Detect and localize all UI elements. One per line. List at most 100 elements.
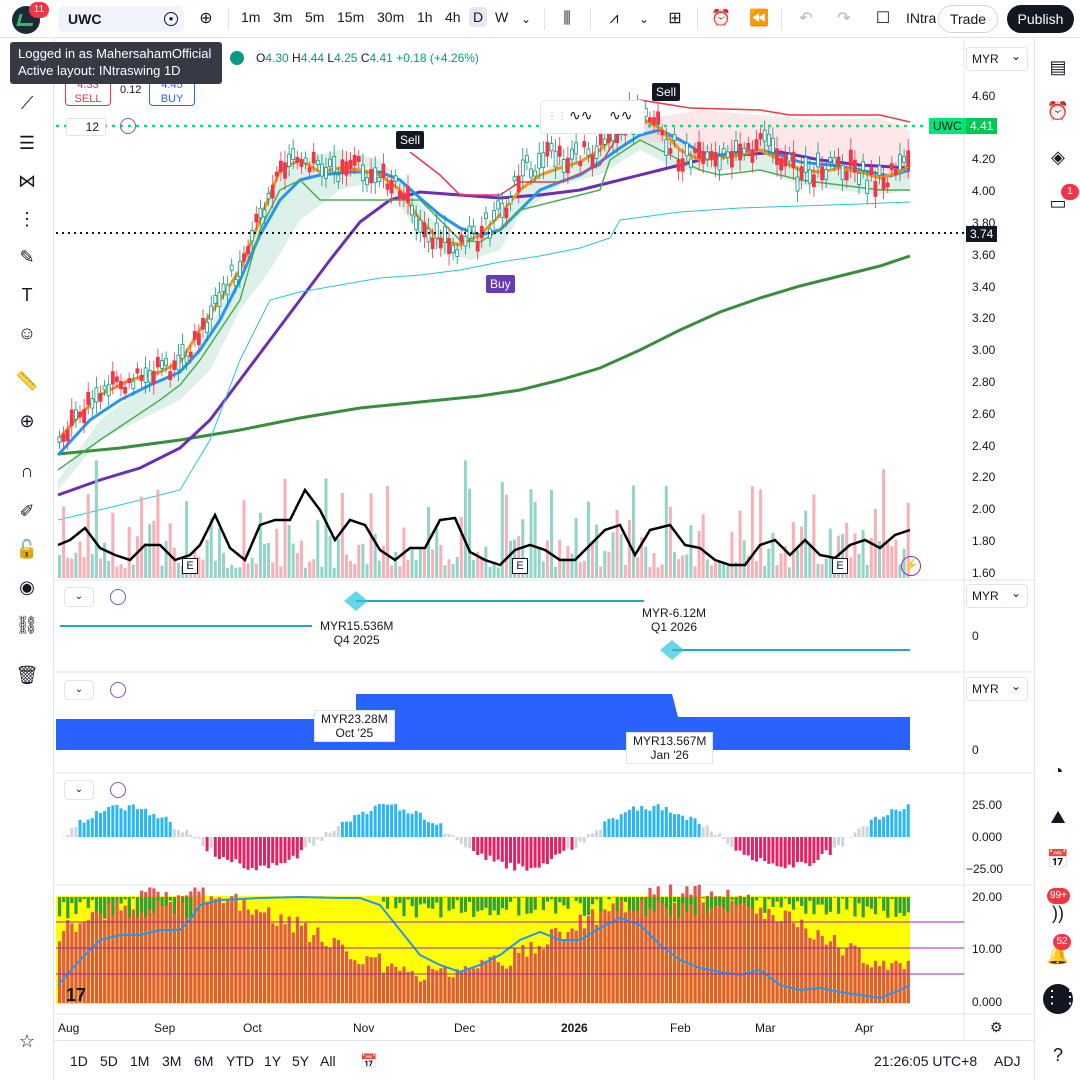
currency-select[interactable]: MYR	[966, 45, 1028, 71]
magnet-icon[interactable]: ∩	[20, 461, 34, 481]
high-value: 4.44	[300, 51, 325, 65]
tf-1h[interactable]: 1h	[417, 9, 433, 25]
chevron-down-icon[interactable]: ⌄	[638, 12, 650, 26]
range-1m[interactable]: 1M	[130, 1053, 150, 1069]
indicators-icon[interactable]: ⩘	[609, 10, 619, 27]
favorites-star-icon[interactable]: ☆	[18, 1031, 36, 1051]
mountain-icon[interactable]: ⛰	[1050, 807, 1066, 827]
drag-handle-icon[interactable]: ⋮⋮	[547, 111, 567, 122]
lock-icon[interactable]: 🔓	[15, 539, 39, 559]
brush-icon[interactable]: ✎	[19, 247, 35, 267]
range-all[interactable]: All	[320, 1053, 336, 1069]
symbol-search[interactable]: UWC ●	[58, 6, 184, 32]
alert-clock-icon[interactable]: ⏰	[711, 10, 731, 27]
top-toolbar: 11 UWC ● ⊕ 1m 3m 5m 15m 30m 1h 4h D W ⌄ …	[0, 0, 1080, 38]
trendline-icon[interactable]: ⟋	[20, 93, 34, 113]
range-5d[interactable]: 5D	[100, 1053, 118, 1069]
ruler-icon[interactable]: 📏	[15, 371, 39, 391]
range-6m[interactable]: 6M	[194, 1053, 214, 1069]
redo-icon[interactable]: ↷	[837, 10, 851, 27]
layout-grid-icon[interactable]: ⊞	[668, 10, 682, 27]
range-3m[interactable]: 3M	[162, 1053, 182, 1069]
help-icon[interactable]: ?	[1052, 1045, 1063, 1065]
lightning-icon[interactable]: ⚡	[901, 556, 921, 576]
clock-readout[interactable]: 21:26:05 UTC+8	[874, 1053, 978, 1069]
calendar-icon[interactable]: 📅	[1046, 849, 1070, 869]
sync-icon[interactable]	[110, 589, 126, 605]
currency-select[interactable]: MYR	[966, 675, 1028, 701]
tf-30m[interactable]: 30m	[377, 9, 405, 25]
sell-marker: Sell	[652, 83, 681, 101]
earnings-marker[interactable]: E	[182, 558, 198, 574]
price-tick: 3.00	[972, 343, 996, 357]
time-tick: Nov	[353, 1021, 375, 1035]
sync-icon[interactable]	[110, 782, 126, 798]
time-tick: Dec	[454, 1021, 476, 1035]
tf-15m[interactable]: 15m	[337, 9, 365, 25]
tf-3m[interactable]: 3m	[273, 9, 293, 25]
fin-label-q4: MYR15.536M Q4 2025	[314, 618, 400, 648]
high-label: H	[292, 51, 301, 65]
notifications-badge: 52	[1053, 934, 1071, 950]
undo-icon[interactable]: ↶	[799, 10, 813, 27]
apps-grid-icon[interactable]: ⋮⋮	[1043, 984, 1079, 1014]
currency-select[interactable]: MYR	[966, 582, 1028, 608]
range-1d[interactable]: 1D	[70, 1053, 88, 1069]
pattern-toolbar[interactable]: ⋮⋮ ∿∿ ∿∿	[540, 100, 645, 134]
bell-icon[interactable]: 🔔	[1046, 945, 1070, 965]
quantity-input[interactable]: 12	[66, 118, 106, 136]
tf-5m[interactable]: 5m	[305, 9, 325, 25]
link-icon[interactable]: ⛓	[15, 615, 39, 635]
candles	[57, 92, 911, 451]
layout-name[interactable]: INtraswing 1D	[906, 10, 936, 26]
pattern-icon[interactable]: ⋈	[18, 171, 36, 191]
watchlist-icon[interactable]: ▤	[1049, 57, 1067, 77]
pane-collapse-button[interactable]: ⌄	[64, 780, 94, 800]
sync-icon[interactable]	[110, 682, 126, 698]
pane4-tick: 0.000	[972, 995, 1003, 1009]
layers-icon[interactable]: ◈	[1051, 147, 1065, 167]
symbol-tag: UWC	[929, 118, 966, 134]
symbol-info-icon[interactable]: ●	[164, 12, 178, 26]
range-1y[interactable]: 1Y	[264, 1053, 282, 1069]
range-ytd[interactable]: YTD	[226, 1053, 254, 1069]
pencil-lock-icon[interactable]: ✐	[19, 501, 35, 521]
settings-gear-icon[interactable]: ⚙	[990, 1019, 1003, 1035]
tf-1m[interactable]: 1m	[241, 9, 261, 25]
fullscreen-icon[interactable]: ☐	[875, 10, 891, 27]
trade-button[interactable]: Trade	[938, 5, 998, 33]
abc-pattern-icon[interactable]: ∿∿	[609, 107, 633, 123]
compare-add-icon[interactable]: ⊕	[199, 10, 213, 27]
tf-d[interactable]: D	[469, 7, 488, 27]
sell-marker: Sell	[396, 131, 425, 149]
text-icon[interactable]: T	[21, 285, 33, 305]
candles-icon[interactable]: ⫼	[563, 10, 571, 27]
speedometer-icon[interactable]: ◔	[1052, 761, 1064, 781]
publish-button[interactable]: Publish	[1007, 5, 1074, 33]
ideas-chat-icon[interactable]: ▭	[1049, 193, 1067, 213]
replay-icon[interactable]: ⏪	[749, 10, 769, 27]
tf-4h[interactable]: 4h	[445, 9, 461, 25]
emoji-icon[interactable]: ☺	[17, 323, 37, 343]
earnings-marker[interactable]: E	[512, 558, 528, 574]
pane-collapse-button[interactable]: ⌄	[64, 680, 94, 700]
streams-icon[interactable]: ))	[1052, 903, 1064, 923]
eye-icon[interactable]: ◉	[19, 577, 35, 597]
fib-icon[interactable]: ⋮	[18, 209, 36, 229]
trash-icon[interactable]: 🗑	[15, 665, 39, 685]
tf-w[interactable]: W	[495, 9, 509, 25]
zoom-in-icon[interactable]: ⊕	[19, 411, 35, 431]
chevron-down-icon[interactable]: ⌄	[520, 12, 532, 26]
elliott-wave-icon[interactable]: ∿∿	[569, 107, 593, 123]
date-range-calendar-icon[interactable]: 📅	[360, 1053, 378, 1069]
sync-icon[interactable]	[120, 118, 136, 134]
buy-label: BUY	[160, 93, 184, 105]
earnings-marker[interactable]: E	[832, 558, 848, 574]
alerts-clock-icon[interactable]: ⏰	[1046, 101, 1070, 121]
horizontal-lines-icon[interactable]: ☰	[18, 133, 36, 153]
price-tick: 3.20	[972, 311, 996, 325]
range-5y[interactable]: 5Y	[292, 1053, 310, 1069]
pane-collapse-button[interactable]: ⌄	[64, 587, 94, 607]
adj-toggle[interactable]: ADJ	[994, 1053, 1021, 1069]
